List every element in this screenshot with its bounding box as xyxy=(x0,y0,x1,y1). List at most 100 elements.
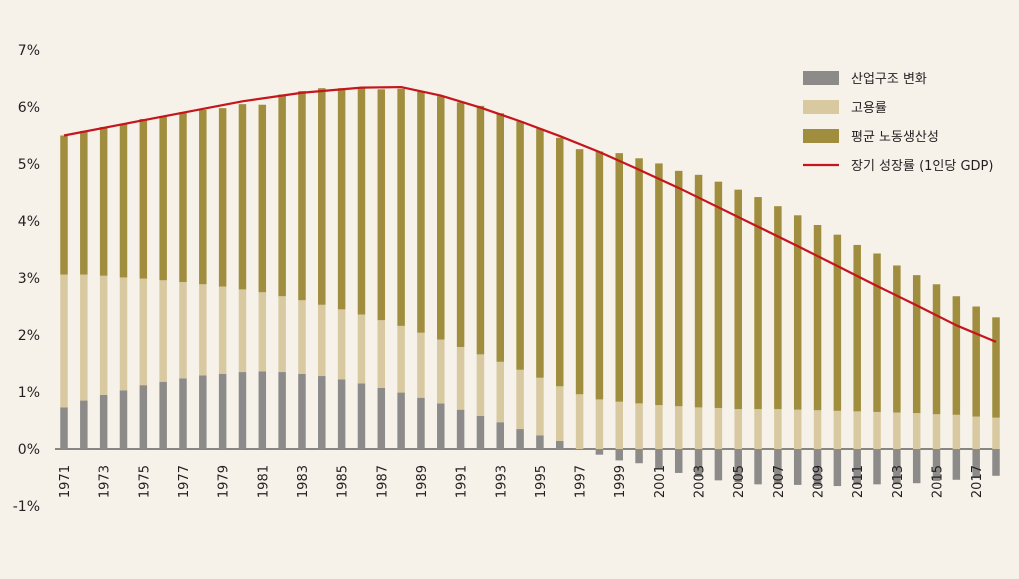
bar-segment xyxy=(357,383,366,449)
bar-segment xyxy=(595,449,604,455)
bar-segment xyxy=(556,386,564,442)
bar-segment xyxy=(357,88,366,315)
bar-segment xyxy=(80,274,88,401)
bar-segment xyxy=(377,320,386,389)
bar-segment xyxy=(238,289,247,373)
bar-segment xyxy=(159,381,167,449)
bar-segment xyxy=(357,314,366,384)
x-tick-label: 1999 xyxy=(613,465,628,498)
bar-segment xyxy=(278,94,286,297)
bar-segment xyxy=(873,411,881,449)
x-tick-label: 1985 xyxy=(336,465,351,498)
x-tick-label: 2007 xyxy=(772,465,787,498)
bar-segment xyxy=(912,275,921,414)
y-axis: -1% 0% 1% 2% 3% 4% 5% 6% 7% xyxy=(13,43,40,515)
bar-segment xyxy=(536,377,544,436)
legend-label: 산업구조 변화 xyxy=(851,72,927,87)
bar-segment xyxy=(60,274,68,408)
y-tick-label: -1% xyxy=(13,499,40,515)
bar-segment xyxy=(655,449,663,469)
x-tick-label: 2003 xyxy=(693,465,708,498)
bar-segment xyxy=(952,449,961,480)
bar-segment xyxy=(258,371,267,449)
bars-group xyxy=(60,88,1000,487)
bar-segment xyxy=(516,429,524,449)
bar-segment xyxy=(456,346,465,410)
bar-segment xyxy=(238,104,247,290)
bar-segment xyxy=(635,158,643,404)
bar-segment xyxy=(218,108,227,287)
bar-segment xyxy=(337,88,346,310)
x-tick-label: 1979 xyxy=(217,465,232,498)
bar-segment xyxy=(893,449,901,485)
bar-segment xyxy=(298,373,306,449)
bar-segment xyxy=(119,390,128,449)
bar-segment xyxy=(992,317,1000,418)
bar-segment xyxy=(972,416,980,449)
bar-segment xyxy=(694,174,703,408)
x-tick-label: 2005 xyxy=(732,465,747,498)
bar-segment xyxy=(972,306,980,417)
y-tick-label: 6% xyxy=(18,100,40,116)
legend-swatch xyxy=(803,71,839,85)
bar-segment xyxy=(694,407,703,449)
y-tick-label: 3% xyxy=(18,271,40,287)
bar-segment xyxy=(932,414,941,449)
x-tick-label: 1991 xyxy=(455,465,470,498)
bar-segment xyxy=(437,339,445,404)
bar-segment xyxy=(575,394,584,449)
bar-segment xyxy=(159,280,167,382)
bar-segment xyxy=(496,113,505,362)
bar-segment xyxy=(595,151,604,400)
bar-segment xyxy=(516,121,524,370)
bar-segment xyxy=(635,403,643,449)
bar-segment xyxy=(853,449,861,485)
bar-segment xyxy=(99,275,108,395)
bar-segment xyxy=(674,170,683,407)
x-tick-label: 2015 xyxy=(931,465,946,498)
x-axis: 1971 1973 1975 1977 1979 1981 1983 1985 1987 1989… xyxy=(58,465,985,498)
bar-segment xyxy=(496,361,505,423)
bar-segment xyxy=(99,394,108,449)
y-tick-label: 0% xyxy=(18,442,40,458)
bar-segment xyxy=(952,414,961,449)
bar-segment xyxy=(556,137,564,387)
bar-segment xyxy=(734,409,742,449)
bar-segment xyxy=(496,422,505,449)
bar-segment xyxy=(456,409,465,449)
growth-line xyxy=(63,85,997,343)
bar-segment xyxy=(60,135,68,275)
bar-segment xyxy=(218,373,227,449)
bar-segment xyxy=(575,149,584,395)
bar-segment xyxy=(853,411,861,449)
bar-segment xyxy=(793,449,802,485)
bar-segment xyxy=(377,388,386,449)
bar-segment xyxy=(516,369,524,430)
x-tick-label: 2001 xyxy=(653,465,668,498)
bar-segment xyxy=(813,449,822,487)
bar-segment xyxy=(298,300,306,374)
bar-segment xyxy=(793,215,802,410)
bar-segment xyxy=(556,441,564,449)
bar-segment xyxy=(199,109,207,285)
bar-segment xyxy=(714,449,723,481)
bar-segment xyxy=(99,126,108,276)
legend-swatch xyxy=(803,100,839,114)
x-tick-label: 2009 xyxy=(812,465,827,498)
bar-segment xyxy=(833,234,842,411)
bar-segment xyxy=(337,379,346,449)
legend-swatch xyxy=(803,129,839,143)
bar-segment xyxy=(298,91,306,301)
bar-segment xyxy=(893,412,901,449)
bar-segment xyxy=(873,449,881,485)
bar-segment xyxy=(159,116,167,281)
bar-segment xyxy=(417,91,425,333)
x-tick-label: 1977 xyxy=(177,465,192,498)
bar-segment xyxy=(813,224,822,411)
x-tick-label: 1989 xyxy=(415,465,430,498)
bar-segment xyxy=(536,128,544,378)
bar-segment xyxy=(199,284,207,376)
x-tick-label: 1983 xyxy=(296,465,311,498)
